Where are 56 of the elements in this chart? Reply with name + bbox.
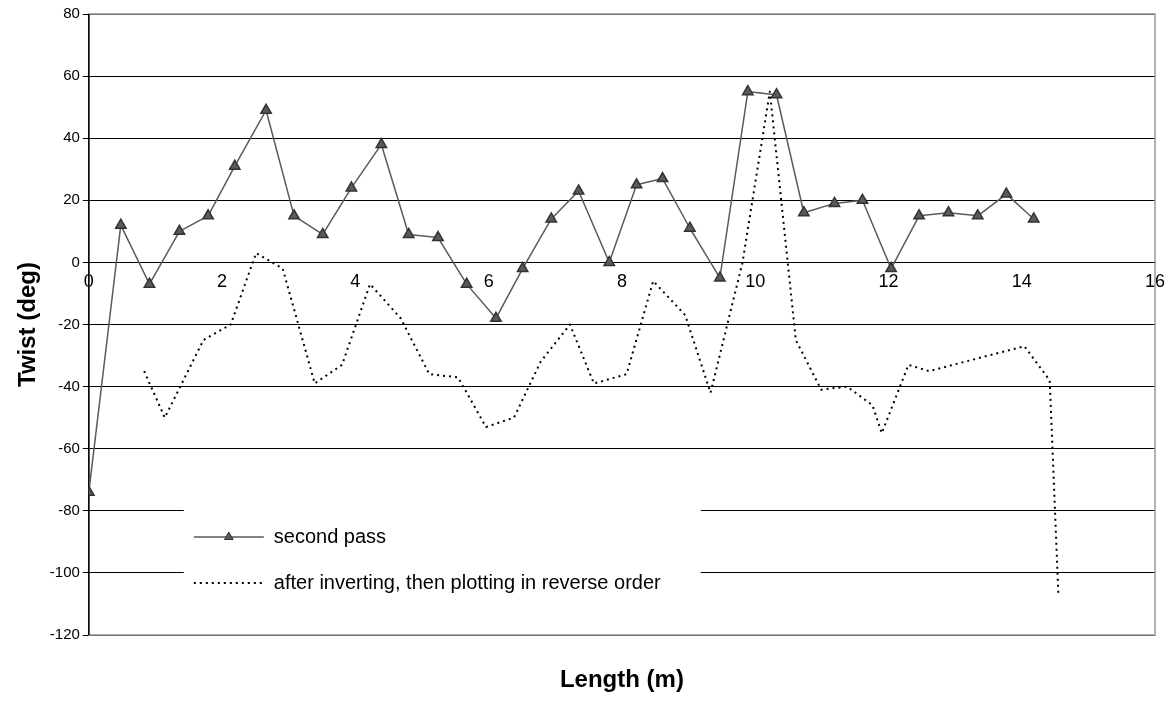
x-tick-label: 12 bbox=[878, 271, 899, 292]
y-tick-label: 0 bbox=[71, 252, 80, 270]
point bbox=[603, 255, 616, 267]
point bbox=[316, 227, 329, 239]
point bbox=[683, 221, 696, 232]
y-tick-label: 60 bbox=[63, 66, 80, 84]
y-axis-title: Twist (deg) bbox=[13, 262, 41, 387]
point bbox=[460, 277, 473, 288]
point bbox=[173, 224, 186, 236]
x-tick-label: 4 bbox=[350, 271, 361, 292]
point bbox=[713, 271, 726, 282]
point bbox=[770, 87, 783, 99]
point bbox=[856, 193, 869, 205]
legend-label: after inverting, then plotting in reverse order bbox=[273, 570, 662, 593]
y-tick-label: -120 bbox=[49, 625, 80, 643]
point bbox=[630, 178, 643, 189]
point bbox=[143, 277, 156, 288]
point bbox=[114, 218, 127, 229]
point bbox=[971, 209, 984, 220]
x-tick-label: 2 bbox=[217, 271, 228, 292]
point bbox=[402, 227, 415, 239]
y-tick-label: -20 bbox=[58, 314, 80, 332]
point bbox=[828, 196, 841, 208]
point bbox=[516, 261, 529, 273]
y-tick-label: -100 bbox=[49, 563, 80, 581]
legend-label: second pass bbox=[273, 524, 387, 547]
x-tick-label: 8 bbox=[616, 271, 627, 292]
point bbox=[1027, 212, 1040, 223]
x-tick-label: 16 bbox=[1144, 271, 1166, 292]
point bbox=[942, 205, 955, 217]
point bbox=[572, 184, 585, 195]
point bbox=[1000, 187, 1013, 198]
point bbox=[545, 212, 558, 223]
point bbox=[490, 311, 502, 323]
x-tick-label: 6 bbox=[483, 271, 494, 292]
point bbox=[260, 103, 273, 115]
point bbox=[885, 261, 898, 273]
point bbox=[345, 181, 358, 192]
point bbox=[913, 209, 926, 220]
x-tick-label: 14 bbox=[1011, 271, 1032, 292]
y-tick-label: 40 bbox=[63, 128, 80, 146]
point bbox=[375, 137, 388, 149]
x-tick-label: 10 bbox=[745, 271, 766, 292]
point bbox=[202, 209, 215, 220]
y-tick-label: -80 bbox=[58, 500, 80, 518]
point bbox=[656, 171, 669, 183]
y-tick-label: -60 bbox=[58, 438, 80, 456]
y-tick-label: 20 bbox=[63, 190, 80, 208]
point bbox=[797, 205, 810, 217]
y-tick-label: 80 bbox=[63, 4, 80, 22]
x-axis-title: Length (m) bbox=[559, 664, 684, 692]
point bbox=[288, 209, 301, 220]
point bbox=[228, 159, 241, 170]
y-tick-label: -40 bbox=[58, 376, 80, 394]
point bbox=[741, 84, 754, 96]
point bbox=[432, 230, 444, 242]
